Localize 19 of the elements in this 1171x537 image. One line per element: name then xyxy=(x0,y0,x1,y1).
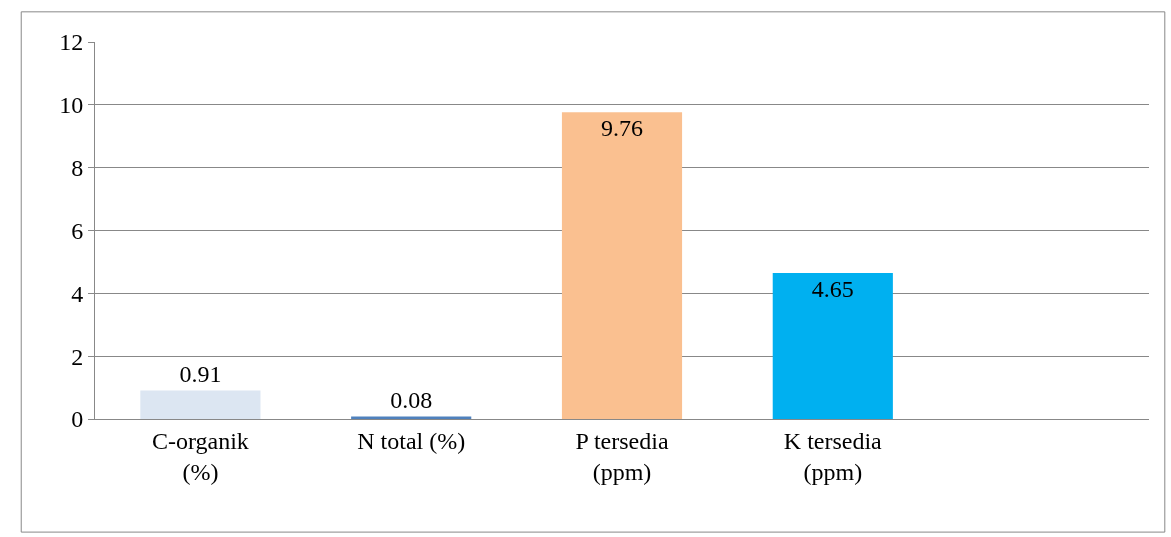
x-tick-label: K tersedia (ppm) xyxy=(783,427,883,485)
data-label: 4.65 xyxy=(811,275,854,302)
x-tick-label: C-organik (%) xyxy=(151,427,249,485)
y-tick-label: 6 xyxy=(71,217,84,244)
x-tick-label: P tersedia (ppm) xyxy=(575,427,669,485)
data-label: 9.76 xyxy=(601,115,643,142)
y-tick-label: 0 xyxy=(71,406,84,433)
y-tick-label: 4 xyxy=(71,280,84,307)
y-tick-label: 12 xyxy=(59,29,84,56)
y-tick-label: 8 xyxy=(71,155,84,182)
bar xyxy=(561,112,683,419)
bar xyxy=(351,416,472,419)
bar xyxy=(140,390,261,419)
data-label: 0.91 xyxy=(179,361,222,388)
x-tick-label: N total (%) xyxy=(357,427,466,454)
data-label: 0.08 xyxy=(390,387,433,414)
y-tick-label: 10 xyxy=(59,92,84,119)
bar xyxy=(772,272,893,419)
y-tick-label: 2 xyxy=(71,343,84,370)
